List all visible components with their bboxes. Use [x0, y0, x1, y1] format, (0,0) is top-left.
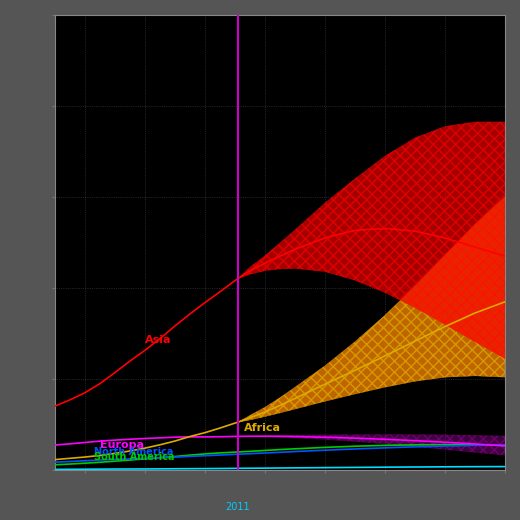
- Text: Europa: Europa: [100, 440, 144, 450]
- Text: South America: South America: [94, 452, 175, 462]
- Text: North America: North America: [94, 447, 173, 458]
- Text: 2011: 2011: [226, 502, 250, 512]
- Text: Africa: Africa: [244, 423, 281, 433]
- Text: Asia: Asia: [145, 334, 172, 345]
